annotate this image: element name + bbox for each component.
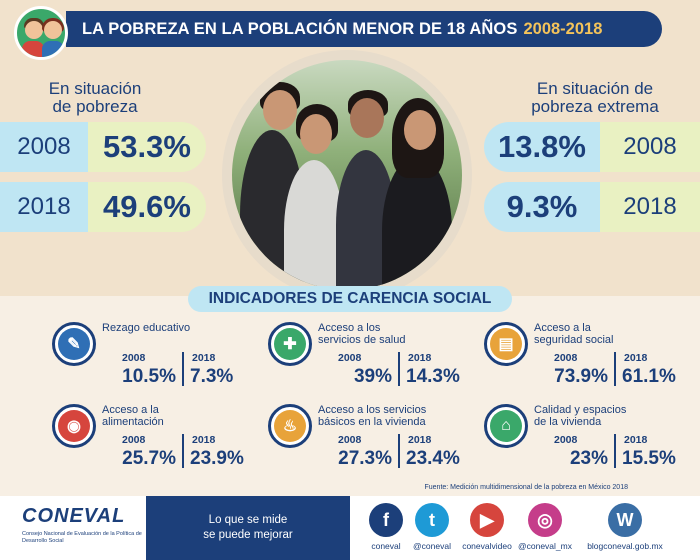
indicator-name: Acceso a los servicios básicos en la vivi… bbox=[318, 404, 427, 428]
coneval-logo[interactable]: CONEVAL bbox=[22, 505, 126, 527]
education-icon: ✎ bbox=[52, 322, 96, 366]
divider bbox=[182, 352, 184, 386]
value-2018: 61.1% bbox=[622, 366, 676, 387]
value-2018: 23.9% bbox=[190, 448, 244, 469]
value-2008: 25.7% bbox=[122, 448, 176, 469]
year-2018-label: 2018 bbox=[408, 352, 432, 364]
year-2008-label: 2008 bbox=[122, 352, 146, 364]
social-security-icon: ▤ bbox=[484, 322, 528, 366]
slogan: Lo que se mide se puede mejorar bbox=[146, 496, 350, 560]
extreme-value: 13.8% bbox=[484, 122, 600, 172]
year-2018-label: 2018 bbox=[192, 352, 216, 364]
youth-photo bbox=[232, 60, 462, 290]
value-2008: 10.5% bbox=[122, 366, 176, 387]
social-label[interactable]: @coneval bbox=[413, 541, 451, 551]
indicator-card: ✎ Rezago educativo 2008 10.5% 2018 7.3% bbox=[52, 322, 272, 402]
house-icon: ⌂ bbox=[484, 404, 528, 448]
indicator-card: ◉ Acceso a la alimentación 2008 25.7% 2018 23.… bbox=[52, 404, 272, 484]
extreme-2008: 13.8% 2008 bbox=[484, 122, 700, 172]
value-2008: 23% bbox=[569, 448, 608, 469]
year-2008-label: 2008 bbox=[122, 434, 146, 446]
year-2018-label: 2018 bbox=[192, 434, 216, 446]
twitter-icon[interactable]: t bbox=[415, 503, 449, 537]
year-2008-label: 2008 bbox=[554, 434, 578, 446]
title-years: 2008-2018 bbox=[523, 19, 603, 38]
social-label[interactable]: blogconeval.gob.mx bbox=[587, 541, 663, 551]
coneval-subtitle: Consejo Nacional de Evaluación de la Pol… bbox=[22, 531, 142, 544]
poverty-2018: 2018 49.6% bbox=[0, 182, 206, 232]
indicator-name: Acceso a la seguridad social bbox=[534, 322, 614, 346]
food-icon: ◉ bbox=[52, 404, 96, 448]
value-2018: 23.4% bbox=[406, 448, 460, 469]
extreme-2018: 9.3% 2018 bbox=[484, 182, 700, 232]
value-2018: 7.3% bbox=[190, 366, 234, 387]
indicators-background bbox=[0, 296, 700, 496]
divider bbox=[182, 434, 184, 468]
indicator-name: Acceso a los servicios de salud bbox=[318, 322, 406, 346]
children-icon bbox=[14, 6, 68, 60]
value-2008: 39% bbox=[353, 366, 392, 387]
social-label[interactable]: @coneval_mx bbox=[518, 541, 572, 551]
year-label: 2018 bbox=[600, 182, 700, 232]
divider bbox=[398, 352, 400, 386]
year-label: 2018 bbox=[0, 182, 88, 232]
indicator-name: Rezago educativo bbox=[102, 322, 191, 334]
instagram-icon[interactable]: ◎ bbox=[528, 503, 562, 537]
divider bbox=[398, 434, 400, 468]
indicator-card: ✚ Acceso a los servicios de salud 2008 39% 20… bbox=[268, 322, 488, 402]
poverty-2008: 2008 53.3% bbox=[0, 122, 206, 172]
page-title: LA POBREZA EN LA POBLACIÓN MENOR DE 18 A… bbox=[82, 19, 518, 38]
value-2008: 73.9% bbox=[554, 366, 608, 387]
youtube-icon[interactable]: ▶ bbox=[470, 503, 504, 537]
indicator-card: ▤ Acceso a la seguridad social 2008 73.9% 201… bbox=[484, 322, 700, 402]
footer bbox=[0, 496, 700, 560]
water-tap-icon: ♨ bbox=[268, 404, 312, 448]
year-label: 2008 bbox=[600, 122, 700, 172]
indicator-card: ⌂ Calidad y espacios de la vivienda 2008 23%… bbox=[484, 404, 700, 484]
social-label[interactable]: conevalvideo bbox=[462, 541, 512, 551]
indicator-name: Calidad y espacios de la vivienda bbox=[534, 404, 627, 428]
divider bbox=[614, 434, 616, 468]
poverty-value: 49.6% bbox=[88, 182, 206, 232]
year-label: 2008 bbox=[0, 122, 88, 172]
year-2008-label: 2008 bbox=[338, 434, 362, 446]
extreme-poverty-heading: En situación de pobreza extrema bbox=[531, 79, 659, 116]
year-2018-label: 2018 bbox=[624, 352, 648, 364]
value-2008: 27.3% bbox=[338, 448, 392, 469]
value-2018: 14.3% bbox=[406, 366, 460, 387]
year-2008-label: 2008 bbox=[554, 352, 578, 364]
social-label[interactable]: coneval bbox=[371, 541, 401, 551]
title-bar: LA POBREZA EN LA POBLACIÓN MENOR DE 18 A… bbox=[66, 11, 662, 47]
source-note: Fuente: Medición multidimensional de la … bbox=[424, 484, 628, 491]
divider bbox=[614, 352, 616, 386]
indicators-title: INDICADORES DE CARENCIA SOCIAL bbox=[188, 286, 512, 312]
indicator-name: Acceso a la alimentación bbox=[102, 404, 164, 428]
year-2008-label: 2008 bbox=[338, 352, 362, 364]
year-2018-label: 2018 bbox=[624, 434, 648, 446]
facebook-icon[interactable]: f bbox=[369, 503, 403, 537]
indicator-card: ♨ Acceso a los servicios básicos en la viv… bbox=[268, 404, 488, 484]
wordpress-icon[interactable]: W bbox=[608, 503, 642, 537]
value-2018: 15.5% bbox=[622, 448, 676, 469]
poverty-heading: En situación de pobreza bbox=[48, 79, 142, 116]
poverty-value: 53.3% bbox=[88, 122, 206, 172]
extreme-value: 9.3% bbox=[484, 182, 600, 232]
year-2018-label: 2018 bbox=[408, 434, 432, 446]
health-icon: ✚ bbox=[268, 322, 312, 366]
